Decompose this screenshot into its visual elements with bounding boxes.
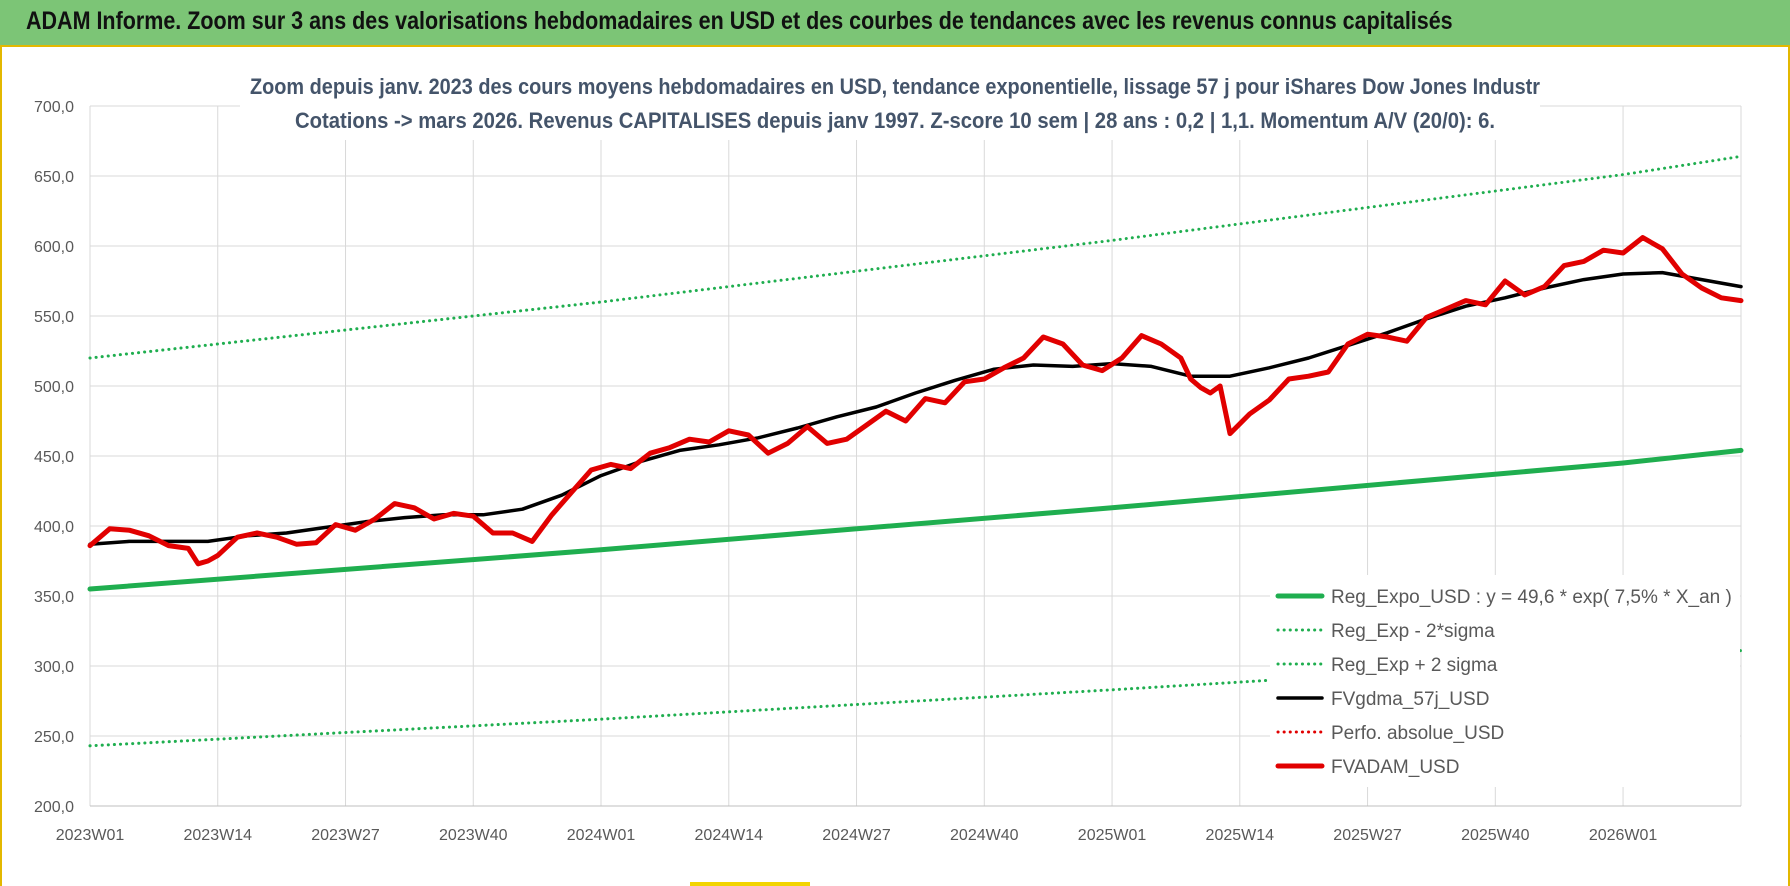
- x-tick-label: 2023W14: [184, 827, 253, 844]
- bottom-marker: [690, 882, 810, 886]
- x-tick-label: 2024W14: [695, 827, 764, 844]
- y-tick-label: 600,0: [34, 239, 74, 256]
- x-tick-label: 2024W40: [950, 827, 1019, 844]
- y-tick-label: 550,0: [34, 309, 74, 326]
- x-tick-label: 2025W40: [1461, 827, 1530, 844]
- series-line-reg-exp-2-sigma: [88, 154, 1743, 360]
- chart-legend: Reg_Expo_USD : y = 49,6 * exp( 7,5% * X_…: [1275, 587, 1732, 778]
- y-tick-label: 250,0: [34, 729, 74, 746]
- x-tick-label: 2025W14: [1206, 827, 1275, 844]
- legend-label: Reg_Expo_USD : y = 49,6 * exp( 7,5% * X_…: [1331, 587, 1732, 608]
- legend-label: Reg_Exp - 2*sigma: [1331, 621, 1495, 642]
- y-tick-label: 400,0: [34, 519, 74, 536]
- x-tick-label: 2023W01: [56, 827, 125, 844]
- legend-label: Perfo. absolue_USD: [1331, 723, 1504, 744]
- series-line-reg-expo-usd-y-49-6-exp-7-5-x-an: [87, 447, 1744, 592]
- x-tick-label: 2024W01: [567, 827, 636, 844]
- x-tick-label: 2023W27: [311, 827, 380, 844]
- chart-title: Zoom depuis janv. 2023 des cours moyens …: [250, 74, 1540, 99]
- x-tick-label: 2026W01: [1589, 827, 1658, 844]
- chart-frame: [0, 47, 1790, 886]
- title-backdrop: [240, 66, 1540, 140]
- y-tick-label: 450,0: [34, 449, 74, 466]
- y-tick-label: 500,0: [34, 379, 74, 396]
- chart-subtitle: Cotations -> mars 2026. Revenus CAPITALI…: [295, 108, 1495, 133]
- x-tick-label: 2023W40: [439, 827, 508, 844]
- y-tick-label: 700,0: [34, 99, 74, 116]
- x-axis: 2023W01 2023W14 2023W27 2023W40 2024W01 2024W…: [56, 805, 1741, 844]
- page-title: ADAM Informe. Zoom sur 3 ans des valoris…: [26, 7, 1453, 35]
- y-axis: 700,0 650,0 600,0 550,0 500,0 450,0 400,0 350,0…: [34, 99, 74, 816]
- header-bar: ADAM Informe. Zoom sur 3 ans des valoris…: [0, 0, 1790, 47]
- series-line-fvadam-usd: [87, 235, 1744, 567]
- x-tick-label: 2024W27: [822, 827, 891, 844]
- legend-label: FVgdma_57j_USD: [1331, 689, 1489, 710]
- y-tick-label: 650,0: [34, 169, 74, 186]
- y-tick-label: 200,0: [34, 799, 74, 816]
- x-tick-label: 2025W27: [1333, 827, 1402, 844]
- legend-label: FVADAM_USD: [1331, 757, 1459, 778]
- x-tick-label: 2025W01: [1078, 827, 1147, 844]
- legend-label: Reg_Exp + 2 sigma: [1331, 655, 1498, 676]
- legend-backdrop: [1270, 575, 1740, 787]
- y-tick-label: 350,0: [34, 589, 74, 606]
- y-tick-label: 300,0: [34, 659, 74, 676]
